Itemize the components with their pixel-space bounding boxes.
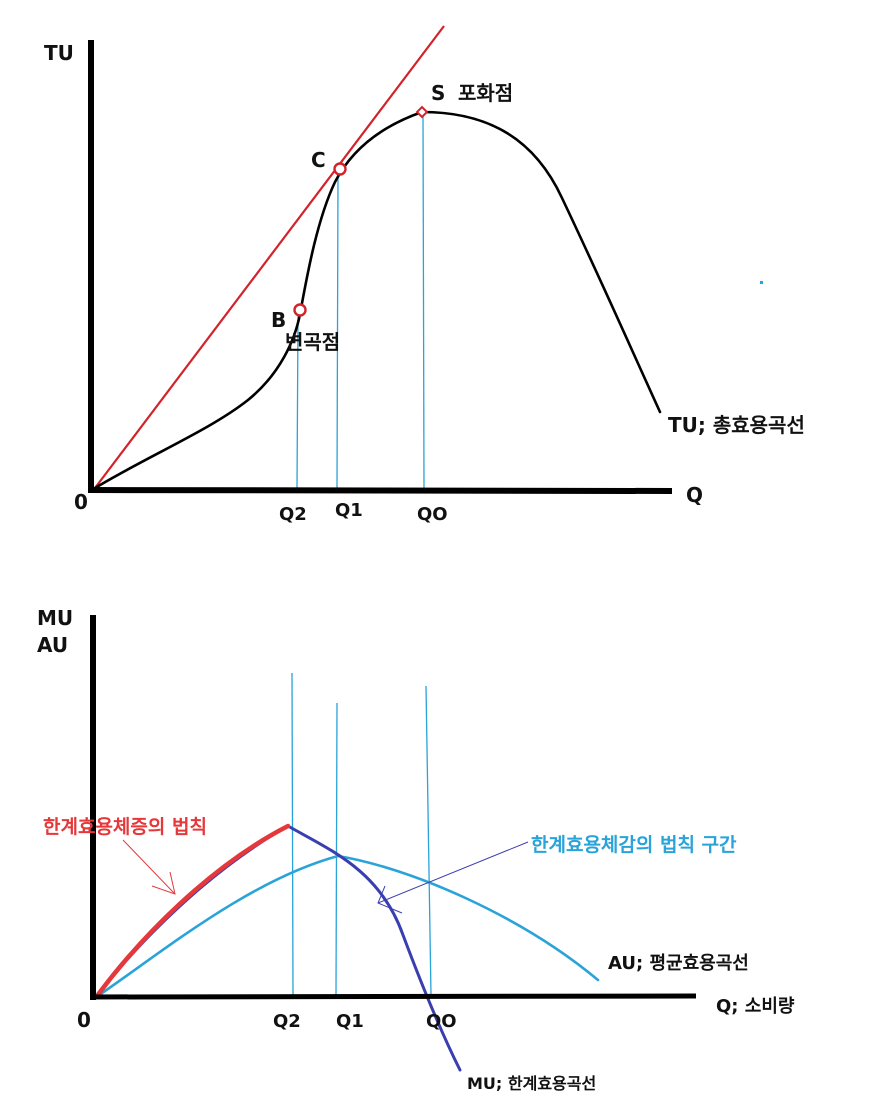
point-c-marker — [333, 162, 347, 176]
increasing-law-arrowhead — [151, 871, 176, 895]
increasing-law-arrow — [122, 839, 175, 894]
diminishing-law-label: 한계효용체감의 법칙 구간 — [531, 834, 737, 856]
point-s-marker — [415, 105, 429, 119]
mu-au-chart: MU AU Q; 소비량 0 Q2 Q1 QO 한계효용체증의 법칙 한계효용체… — [37, 606, 795, 1093]
stray-dot — [760, 281, 763, 284]
mu-au-origin-label: 0 — [77, 1008, 91, 1032]
guide-line-qo — [422, 113, 425, 489]
mu-y-axis-label: MU — [37, 606, 73, 630]
point-b-marker — [293, 303, 307, 317]
guide-line-q2 — [296, 315, 299, 489]
au-curve-label: AU; 평균효용곡선 — [608, 953, 749, 974]
guide-line-q1-bottom — [335, 702, 338, 996]
mu-au-x-tick-qo: QO — [426, 1011, 457, 1032]
increasing-mu-segment — [94, 823, 291, 999]
mu-au-x-axis — [89, 993, 697, 1000]
tu-curve-label: TU; 총효용곡선 — [668, 413, 805, 437]
saturation-point-label: 포화점 — [458, 81, 513, 105]
tu-origin-label: 0 — [74, 490, 88, 514]
inflection-point-label: 변곡점 — [285, 330, 340, 354]
increasing-law-label: 한계효용체증의 법칙 — [43, 816, 207, 838]
tu-x-axis-label: Q — [686, 483, 703, 507]
guide-line-q2-bottom — [291, 672, 294, 996]
tu-x-tick-q2: Q2 — [279, 504, 307, 525]
tu-x-tick-q1: Q1 — [335, 500, 363, 521]
guide-line-qo-bottom — [425, 685, 432, 996]
tu-y-axis-label: TU — [44, 41, 74, 65]
point-c-label: C — [311, 148, 326, 172]
point-s-label: S — [431, 81, 445, 105]
mu-au-x-tick-q1: Q1 — [336, 1011, 364, 1032]
au-curve — [93, 854, 600, 1000]
tu-curve — [93, 110, 662, 490]
tu-x-axis — [87, 487, 673, 494]
diminishing-law-arrowhead — [377, 885, 403, 914]
mu-au-x-axis-label: Q; 소비량 — [716, 996, 795, 1017]
mu-curve-label: MU; 한계효용곡선 — [467, 1074, 596, 1093]
mu-curve — [93, 824, 462, 1072]
tu-x-tick-qo: QO — [417, 504, 448, 525]
tu-chart: TU Q 0 C B S 포화점 변곡점 TU; 총효용곡선 Q2 Q1 QO — [44, 25, 805, 525]
point-b-label: B — [271, 308, 286, 332]
mu-au-x-tick-q2: Q2 — [273, 1011, 301, 1032]
guide-line-q1 — [336, 175, 339, 489]
au-y-axis-label: AU — [37, 633, 68, 657]
diminishing-law-arrow — [377, 841, 529, 904]
tangent-ray — [94, 25, 445, 489]
